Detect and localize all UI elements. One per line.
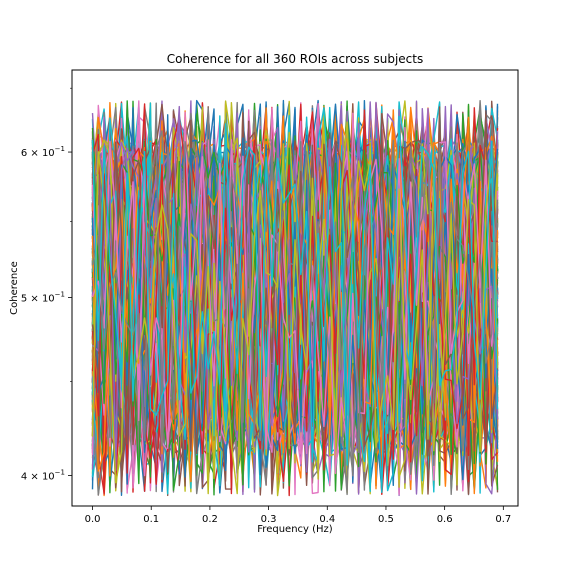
x-tick-label: 0.6 (437, 514, 453, 525)
y-tick-label: 6 × 10−1 (21, 145, 65, 159)
x-tick-label: 0.1 (143, 514, 159, 525)
series-line (91, 121, 499, 495)
y-tick-label: 5 × 10−1 (21, 290, 65, 304)
y-axis: 4 × 10−1 5 × 10−1 6 × 10−1 (21, 87, 72, 483)
series-line (91, 123, 499, 494)
series-line (91, 139, 499, 454)
series-line (91, 114, 499, 492)
plot-frame (71, 69, 519, 507)
y-axis-label: Coherence (9, 261, 20, 315)
x-axis-label: Frequency (Hz) (257, 524, 333, 535)
x-tick-label: 0.3 (261, 514, 277, 525)
x-tick-label: 0.0 (85, 514, 101, 525)
x-tick-label: 0.4 (319, 514, 335, 525)
series-lines (91, 99, 499, 497)
x-tick-label: 0.2 (202, 514, 218, 525)
x-axis: 0.0 0.1 0.2 0.3 0.4 0.5 0.6 0.7 (85, 506, 511, 525)
x-tick-label: 0.5 (378, 514, 394, 525)
x-tick-label: 0.7 (495, 514, 511, 525)
y-tick-label: 4 × 10−1 (21, 469, 65, 483)
chart-title: Coherence for all 360 ROIs across subjec… (167, 52, 423, 66)
